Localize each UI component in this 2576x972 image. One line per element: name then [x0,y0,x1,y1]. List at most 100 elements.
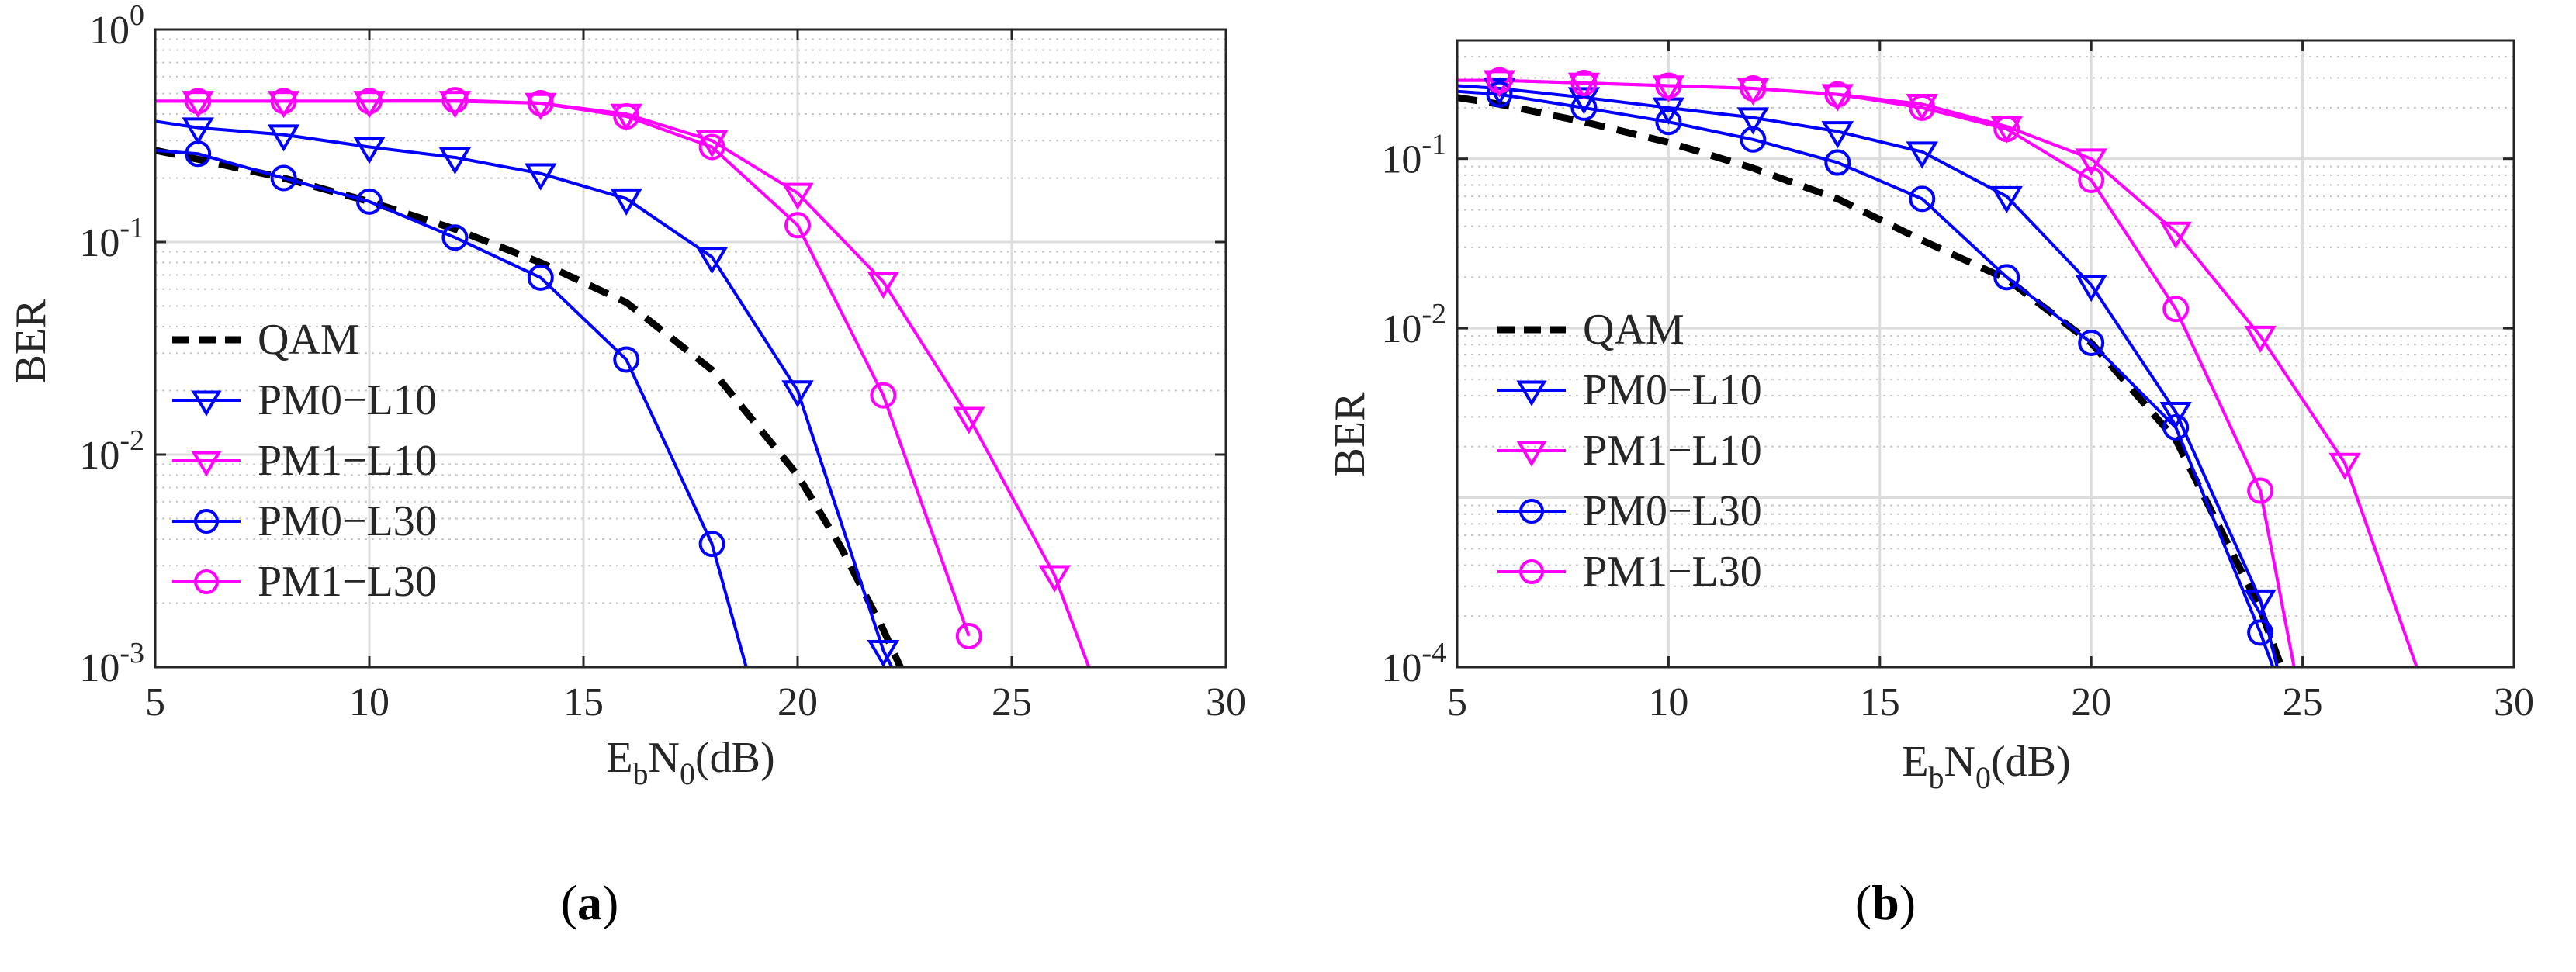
data-point [2244,589,2277,617]
legend-label: PM1−L30 [1583,548,1762,596]
data-point [356,188,383,215]
data-point [2247,619,2274,646]
x-tick-label: 20 [777,680,818,725]
data-point [2244,325,2277,354]
chart-b: 5 10 15 20 25 30 10-1 10-2 10-4 BER EbN0(dB) QAM PM0… [1326,39,2534,930]
data-point [1570,70,1598,97]
data-point [698,133,725,161]
data-point [867,640,900,667]
data-point [867,272,900,299]
data-point [610,188,642,216]
x-tick-label: 25 [992,680,1032,725]
data-point [1821,121,1854,149]
series-line [155,99,971,637]
data-point [1821,84,1854,112]
data-point [270,164,297,192]
axes-box [1456,39,2515,669]
data-point [525,92,557,120]
data-point [1655,109,1682,136]
data-point [1909,94,1936,121]
series-line [1457,94,2285,667]
y-tick-label: 100 [89,0,144,53]
legend-label: PM1−L30 [258,558,437,606]
y-tick-label: 10-1 [1381,129,1446,182]
legend: QAM PM0−L10 PM1−L10 PM0−L30 PM1−L30 [1497,306,1762,596]
data-point [267,124,300,152]
y-tick-label: 10-2 [1381,298,1446,351]
data-point [2162,296,2190,323]
data-point [441,224,469,251]
legend-label: PM0−L10 [1583,366,1762,414]
data-point [2162,413,2190,441]
series-group [1457,67,2418,667]
legend-label: PM1−L10 [258,437,437,485]
x-tick-label: 5 [1447,680,1467,725]
data-point [1824,149,1851,176]
data-point [1906,141,1939,169]
data-point [2078,166,2105,193]
x-tick-label: 15 [563,680,604,725]
data-point [353,91,386,119]
data-point [784,212,811,239]
y-tick-label: 10-2 [79,424,144,478]
chart-a: 5 10 15 20 25 30 100 10-1 10-2 10-3 BER EbN0(dB) QAM… [7,0,1246,930]
figure-caption: (b) [1855,875,1916,930]
data-point [1516,380,1547,406]
legend-label: PM1−L10 [1583,427,1762,475]
data-point [1740,75,1767,102]
ticks: 5 10 15 20 25 30 10-1 10-2 10-4 [1381,40,2534,725]
y-tick-label: 10-3 [79,637,144,690]
legend-label: QAM [258,316,359,364]
data-point [1519,499,1544,524]
data-point [2078,329,2105,356]
data-point [438,147,472,175]
data-point [356,88,383,115]
data-point [353,137,386,164]
ticks: 5 10 15 20 25 30 100 10-1 10-2 10-3 [79,0,1246,725]
data-point [1652,75,1685,103]
legend: QAM PM0−L10 PM1−L10 PM0−L30 PM1−L30 [172,316,437,606]
x-tick-label: 30 [1206,680,1246,725]
data-point [1736,107,1770,135]
data-point [1486,67,1513,94]
x-tick-label: 30 [2494,680,2534,725]
series-line [1457,78,2296,667]
x-tick-label: 25 [2283,680,2323,725]
figure-caption: (a) [561,875,619,930]
data-point [527,264,554,291]
data-point [2159,401,2192,430]
legend-label: PM0−L30 [1583,487,1762,535]
data-point [182,117,214,145]
data-point [182,91,214,119]
data-point [2247,477,2274,504]
data-point [953,406,985,434]
data-point [1655,72,1682,99]
data-point [955,622,982,649]
series-line [155,148,748,667]
data-point [438,91,472,119]
legend-label: PM0−L30 [258,497,437,545]
data-point [1993,264,2020,291]
data-point [527,90,554,117]
data-point [2159,221,2192,249]
data-point [870,382,897,409]
x-tick-label: 10 [349,680,390,725]
x-axis-label: EbN0(dB) [1902,738,2070,795]
data-point [1736,78,1770,106]
data-point [1567,72,1601,100]
data-point [191,390,222,417]
series-line [1457,89,2275,667]
y-axis-label: BER [7,299,55,384]
x-tick-label: 10 [1648,680,1688,725]
x-tick-label: 15 [1860,680,1900,725]
series-line [1457,84,2279,667]
data-point [185,88,212,115]
data-point [2328,452,2361,480]
data-point [695,247,729,275]
data-point [441,87,469,114]
data-point [613,346,640,373]
x-tick-label: 5 [145,680,165,725]
data-point [1486,81,1513,108]
data-point [1516,441,1547,467]
data-point [781,182,814,210]
